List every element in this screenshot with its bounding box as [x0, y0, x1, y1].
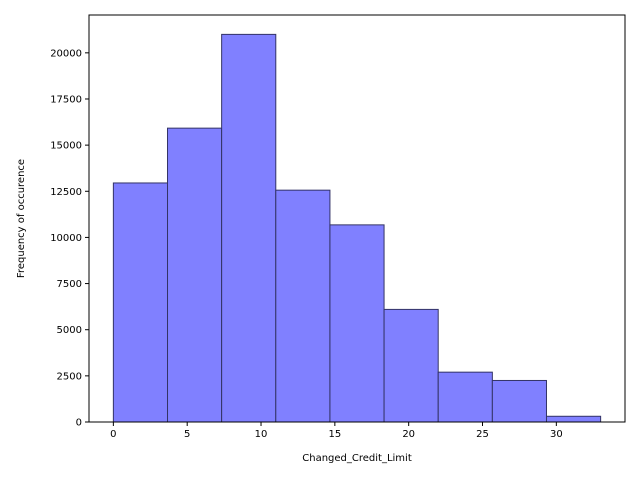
y-tick-label: 17500	[50, 94, 82, 105]
y-axis-label: Frequency of occurence	[16, 159, 27, 278]
y-tick-label: 0	[76, 418, 82, 429]
x-tick-label: 15	[328, 429, 341, 440]
histogram-bar	[545, 415, 602, 423]
y-tick-label: 15000	[50, 141, 82, 152]
y-tick-label: 10000	[50, 233, 82, 244]
histogram-bar	[221, 33, 277, 423]
plot-frame	[88, 14, 626, 423]
histogram-bar	[112, 182, 169, 423]
x-tick-label: 5	[184, 429, 190, 440]
x-tick-label: 25	[476, 429, 489, 440]
x-tick-label: 30	[550, 429, 563, 440]
y-tick-label: 2500	[57, 371, 82, 382]
x-tick-label: 0	[110, 429, 116, 440]
y-tick-label: 20000	[50, 48, 82, 59]
y-tick-label: 12500	[50, 187, 82, 198]
y-tick-label: 5000	[57, 325, 82, 336]
x-tick-label: 10	[255, 429, 268, 440]
histogram-bar	[275, 189, 331, 423]
histogram-bar	[491, 379, 547, 423]
x-axis: 0 5 10 15 20 25 30	[110, 422, 563, 440]
x-tick-label: 20	[402, 429, 415, 440]
y-axis: 0 2500 5000 7500 10000 12500 15000 17500 20000	[50, 48, 89, 429]
histogram-bar	[437, 371, 493, 423]
histogram-bar	[167, 127, 223, 423]
x-axis-label: Changed_Credit_Limit	[302, 453, 412, 464]
histogram-bar	[383, 308, 439, 423]
bars-group	[112, 33, 602, 423]
histogram-bar	[329, 224, 385, 423]
y-tick-label: 7500	[57, 279, 82, 290]
